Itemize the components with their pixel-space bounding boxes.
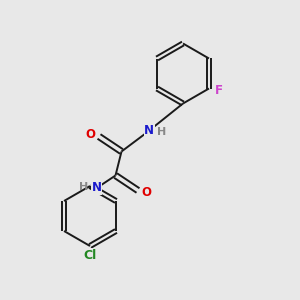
Text: O: O <box>141 185 152 199</box>
Text: Cl: Cl <box>83 249 97 262</box>
Text: O: O <box>85 128 96 142</box>
Text: H: H <box>80 182 88 193</box>
Text: N: N <box>144 124 154 137</box>
Text: H: H <box>158 127 166 137</box>
Text: F: F <box>214 83 223 97</box>
Text: N: N <box>92 181 102 194</box>
